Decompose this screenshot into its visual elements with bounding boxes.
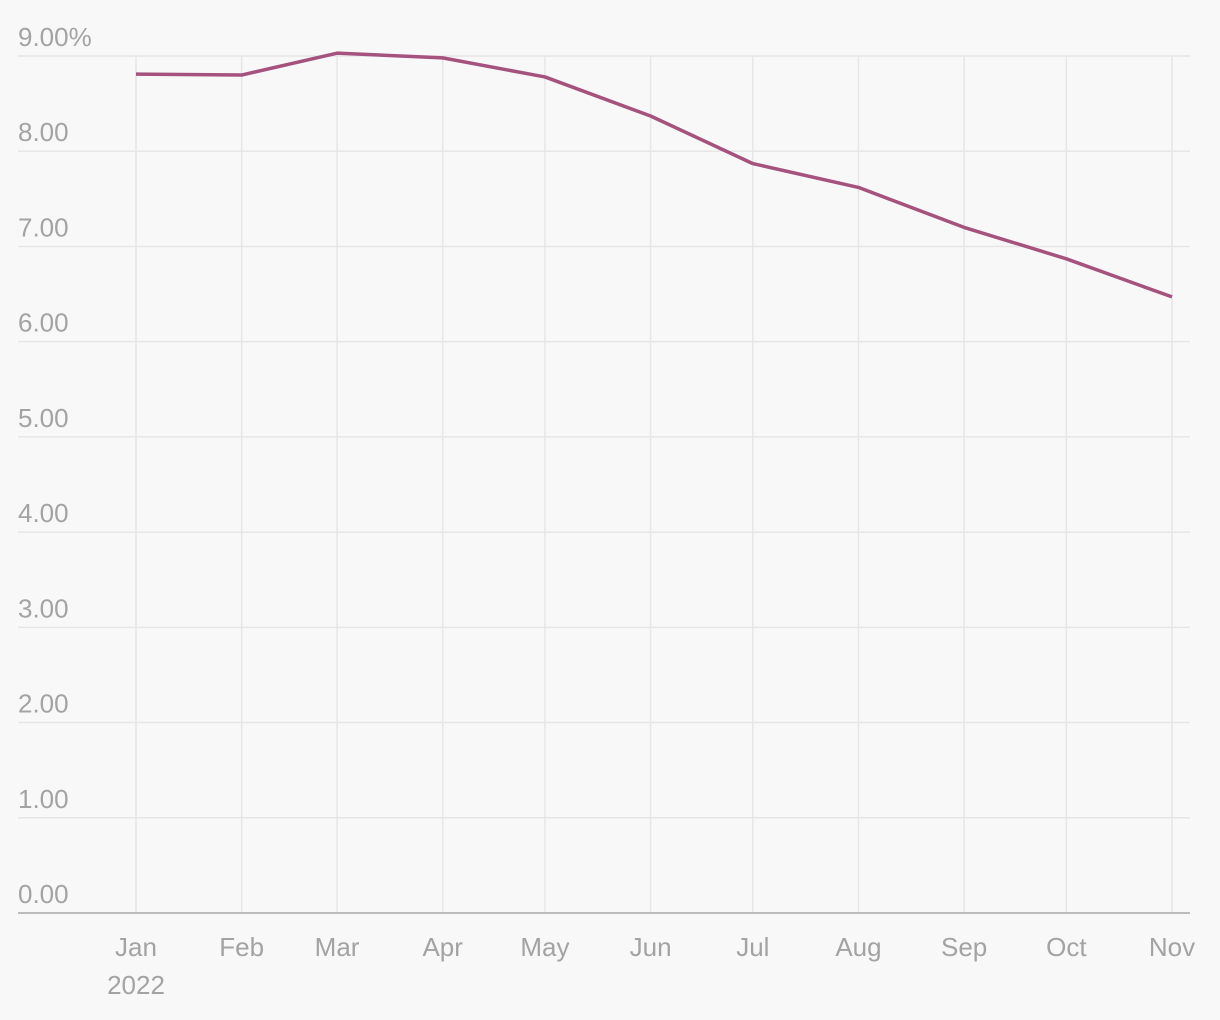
y-tick-label: 5.00 xyxy=(18,403,69,433)
y-tick-label: 7.00 xyxy=(18,212,69,242)
y-tick-label: 8.00 xyxy=(18,117,69,147)
y-tick-label: 1.00 xyxy=(18,784,69,814)
x-tick-label: May xyxy=(520,932,569,962)
y-tick-label: 0.00 xyxy=(18,879,69,909)
x-tick-label: Sep xyxy=(941,932,987,962)
y-tick-label: 2.00 xyxy=(18,689,69,719)
x-tick-label: Jun xyxy=(630,932,672,962)
y-tick-label: 9.00% xyxy=(18,22,92,52)
x-tick-label: Nov xyxy=(1149,932,1195,962)
y-tick-label: 4.00 xyxy=(18,498,69,528)
y-tick-label: 6.00 xyxy=(18,308,69,338)
x-tick-label: Feb xyxy=(219,932,264,962)
x-tick-label: Mar xyxy=(315,932,360,962)
data-line xyxy=(135,51,1173,299)
x-tick-label: Jul xyxy=(736,932,769,962)
x-tick-label: Jan 2022 xyxy=(107,932,165,1000)
x-tick-label: Oct xyxy=(1046,932,1087,962)
x-tick-label: Apr xyxy=(422,932,463,962)
x-tick-label: Aug xyxy=(835,932,881,962)
y-tick-label: 3.00 xyxy=(18,593,69,623)
